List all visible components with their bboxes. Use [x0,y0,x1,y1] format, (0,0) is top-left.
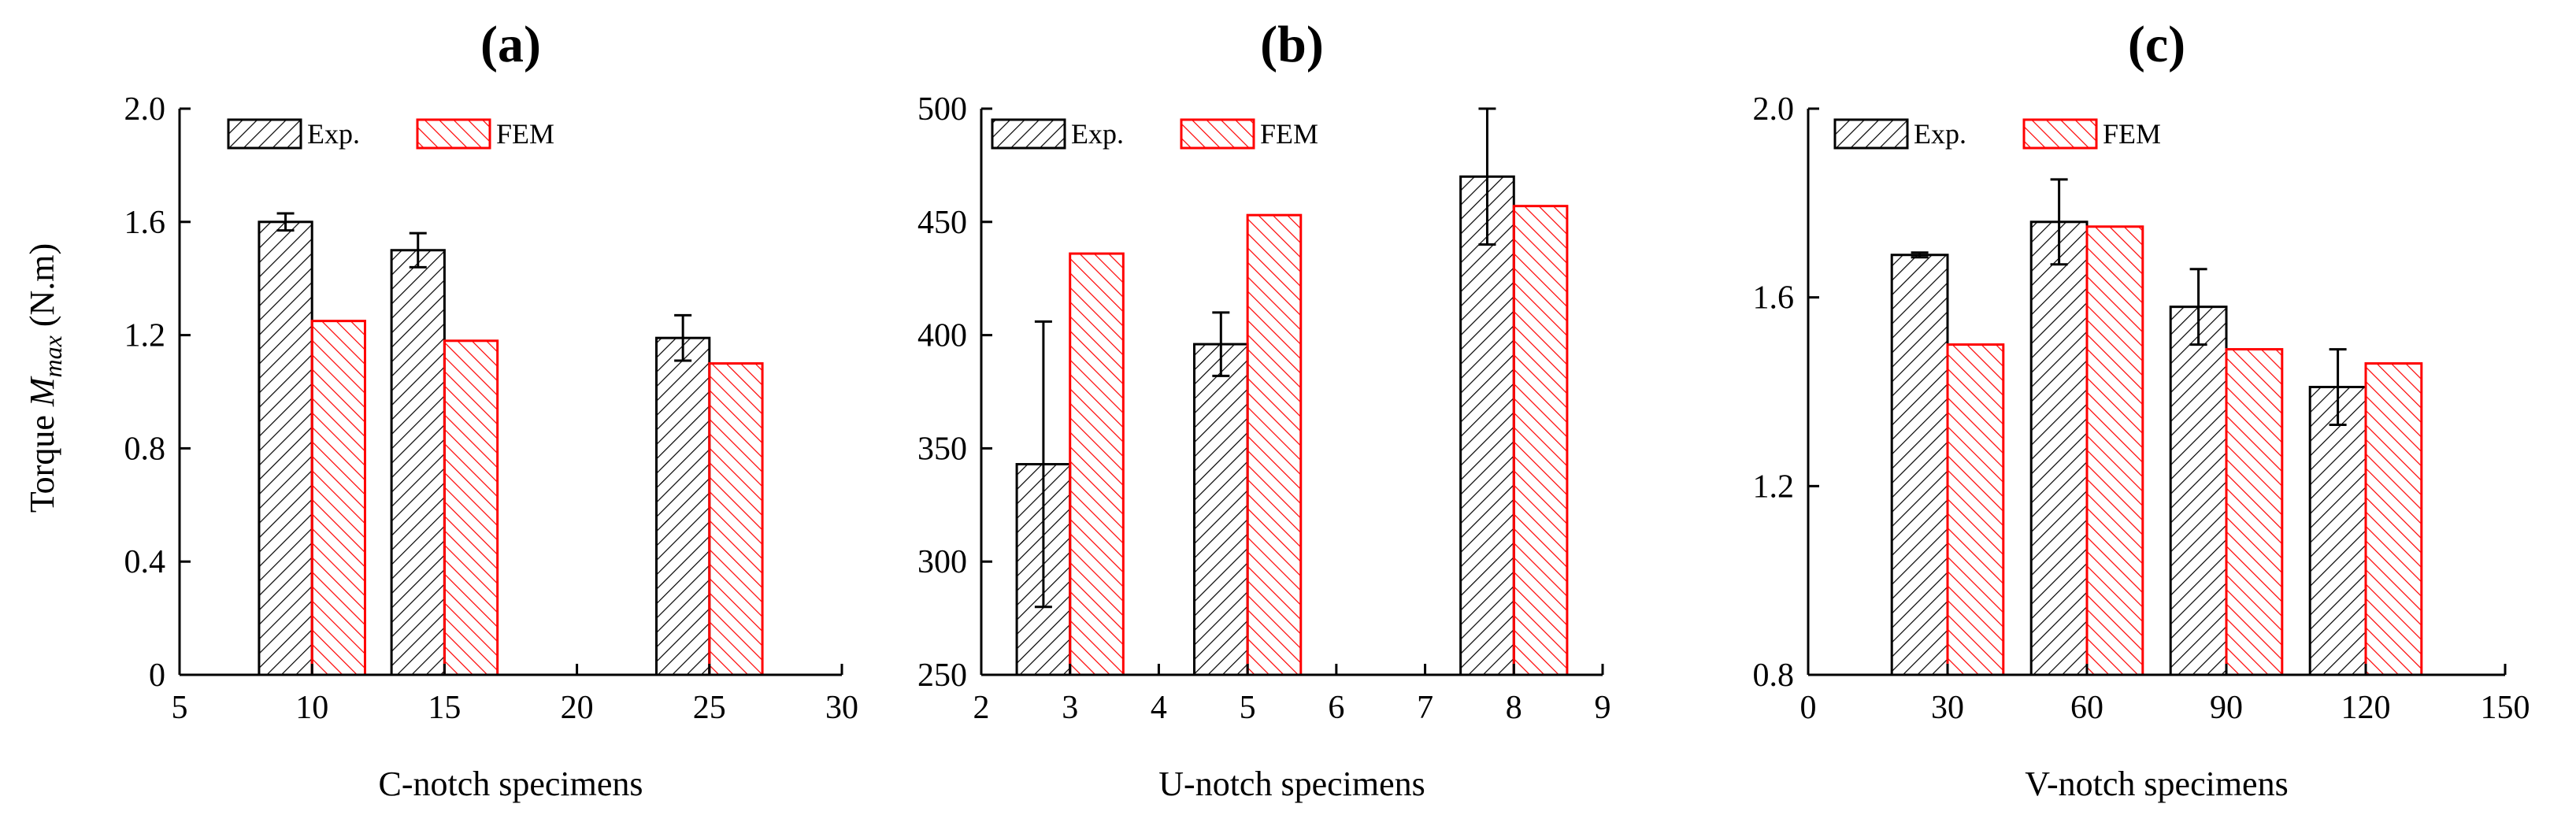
y-tick-label: 1.2 [1753,469,1795,505]
exp-bar [2029,220,2089,676]
error-bar [674,313,692,362]
x-tick-label: 120 [2341,690,2391,726]
exp-bar [258,220,313,676]
legend: Exp. FEM [227,118,554,150]
exp-legend-swatch [227,118,302,150]
fem-bar [1246,213,1303,676]
panel-1: 0 0.4 0.8 1.2 1.6 2.0 5 10 15 20 25 30 C-notch speci… [124,16,859,803]
x-tick-label: 9 [1595,690,1611,726]
y-tick-label: 1.6 [1753,280,1795,317]
exp-bar [1890,254,1949,676]
error-bar [1911,251,1929,259]
exp-legend-swatch [991,118,1066,150]
fem-bar [708,362,764,676]
exp-bar [390,249,446,676]
fem-legend-label: FEM [496,118,554,150]
panel-3: 0.8 1.2 1.6 2.0 0 30 60 90 120 150 V-notch specime… [1753,16,2530,803]
x-tick-label: 3 [1062,690,1078,726]
y-axis-title: Torque Mmax (N.m) [23,243,67,513]
x-tick-label: 20 [561,690,594,726]
y-tick-label: 450 [917,205,967,241]
x-tick-label: 30 [1931,690,1964,726]
fem-legend-swatch [2022,118,2098,150]
exp-legend-label: Exp. [1914,118,1966,150]
error-bar [2050,178,2068,266]
y-tick-label: 0.8 [124,431,166,467]
legend: Exp. FEM [1833,118,2161,150]
y-tick-label: 300 [917,544,967,580]
y-tick-label: 2.0 [124,91,166,128]
error-bar [2189,268,2207,346]
y-tick-label: 250 [917,657,967,694]
x-axis-title: V-notch specimens [2025,765,2288,803]
exp-legend-label: Exp. [307,118,360,150]
y-tick-label: 0 [149,657,165,694]
fem-legend-swatch [416,118,491,150]
y-tick-label: 0.4 [124,544,166,580]
error-bar [409,232,427,269]
fem-bar [1946,343,2005,676]
y-tick-label: 400 [917,318,967,354]
exp-bar [2169,306,2228,676]
x-tick-label: 2 [973,690,990,726]
exp-bar [1459,175,1515,676]
x-tick-label: 90 [2210,690,2243,726]
y-tick-label: 2.0 [1753,91,1795,128]
y-tick-label: 500 [917,91,967,128]
x-tick-label: 10 [295,690,328,726]
x-tick-label: 7 [1417,690,1433,726]
exp-bar [1193,343,1249,676]
x-tick-label: 5 [1240,690,1256,726]
panel-label: (b) [1260,16,1324,73]
fem-bar [1512,205,1569,676]
x-tick-label: 25 [693,690,726,726]
y-tick-label: 1.2 [124,318,166,354]
error-bar [1212,311,1230,377]
panel-2: 250 300 350 400 450 500 2 3 4 5 6 7 8 9 U-notch specim… [917,16,1611,803]
fem-bar [1069,252,1125,676]
error-bar [1478,107,1496,246]
y-tick-label: 350 [917,431,967,467]
error-bar [2329,348,2347,426]
panel-label: (c) [2128,16,2185,73]
x-tick-label: 4 [1151,690,1167,726]
exp-legend-label: Exp. [1071,118,1124,150]
fem-legend-swatch [1180,118,1255,150]
fem-bar [310,320,366,676]
x-tick-label: 30 [825,690,858,726]
y-tick-label: 1.6 [124,205,166,241]
fem-legend-label: FEM [1260,118,1318,150]
exp-bar [655,336,711,676]
error-bar [1034,320,1052,609]
panel-label: (a) [480,16,541,73]
x-axis-title: U-notch specimens [1158,765,1425,803]
fem-bar [2364,362,2423,676]
x-tick-label: 8 [1506,690,1522,726]
legend: Exp. FEM [991,118,1318,150]
x-tick-label: 150 [2481,690,2530,726]
exp-bar [2308,386,2367,676]
x-tick-label: 5 [172,690,188,726]
fem-legend-label: FEM [2103,118,2161,150]
fem-bar [2225,348,2284,676]
x-tick-label: 6 [1328,690,1344,726]
y-tick-label: 0.8 [1753,657,1795,694]
x-tick-label: 15 [428,690,461,726]
fem-bar [2085,225,2144,676]
x-axis-title: C-notch specimens [378,765,643,803]
x-tick-label: 0 [1800,690,1817,726]
fem-bar [443,339,499,676]
exp-legend-swatch [1833,118,1909,150]
error-bar [276,212,295,232]
x-tick-label: 60 [2070,690,2103,726]
